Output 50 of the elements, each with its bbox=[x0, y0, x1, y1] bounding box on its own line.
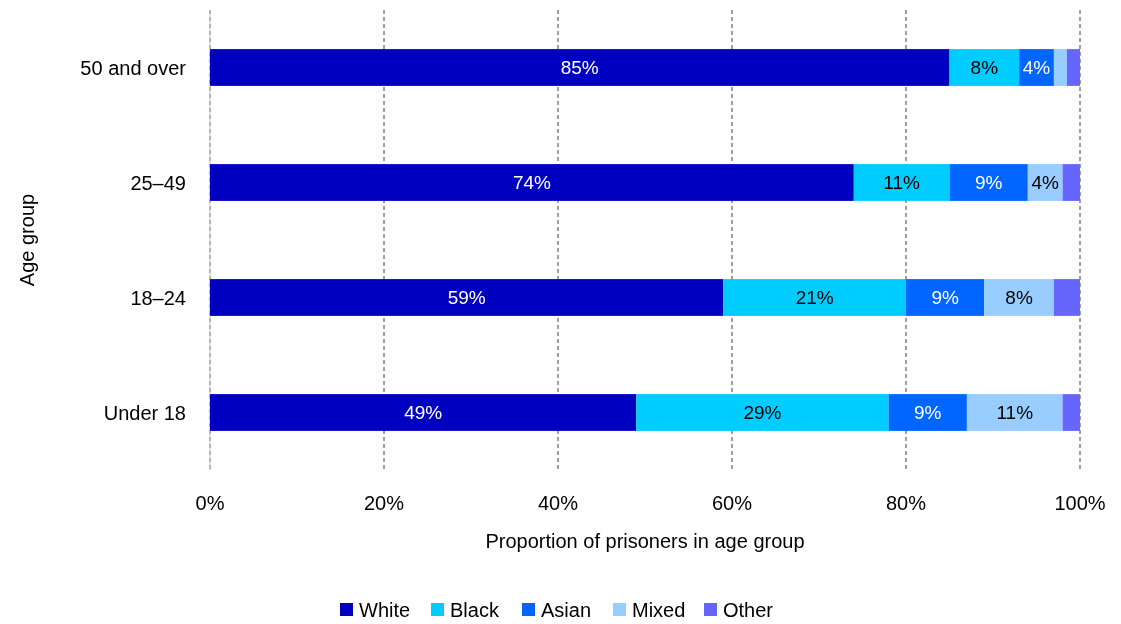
legend-label: Mixed bbox=[632, 599, 686, 621]
x-tick-label: 60% bbox=[711, 492, 753, 514]
data-label: 21% bbox=[795, 287, 834, 309]
bar bbox=[1053, 279, 1080, 316]
x-tick-label: 20% bbox=[363, 492, 405, 514]
bar bbox=[888, 394, 967, 431]
data-label: 9% bbox=[931, 287, 959, 309]
data-label: 29% bbox=[743, 402, 782, 424]
data-label: 9% bbox=[914, 402, 942, 424]
bar bbox=[1062, 164, 1080, 201]
data-label: 85% bbox=[560, 57, 599, 79]
y-tick-label: 50 and over bbox=[80, 56, 187, 79]
bar bbox=[966, 394, 1063, 431]
data-label: 59% bbox=[447, 287, 486, 309]
bar bbox=[949, 49, 1020, 86]
data-label: 74% bbox=[512, 172, 552, 194]
bar bbox=[853, 164, 950, 201]
data-label: 9% bbox=[974, 172, 1003, 194]
data-label: 49% bbox=[404, 402, 443, 424]
data-label: 8% bbox=[970, 57, 999, 79]
data-label: 8% bbox=[1005, 287, 1033, 309]
bar bbox=[1066, 49, 1080, 86]
y-tick-label: Under 18 bbox=[103, 401, 186, 424]
y-tick-label: 25–49 bbox=[130, 171, 186, 194]
bar bbox=[210, 164, 854, 201]
bar bbox=[906, 279, 985, 316]
bar bbox=[210, 279, 724, 316]
legend-label: Black bbox=[450, 599, 500, 621]
data-label: 4% bbox=[1031, 172, 1060, 194]
legend-label: Asian bbox=[541, 599, 592, 621]
bar bbox=[1062, 394, 1080, 431]
bar bbox=[949, 164, 1028, 201]
x-tick-label: 80% bbox=[885, 492, 927, 514]
bar bbox=[1053, 49, 1067, 86]
legend-label: White bbox=[359, 599, 411, 621]
bar bbox=[723, 279, 906, 316]
legend-label: Other bbox=[723, 599, 774, 621]
bar bbox=[984, 279, 1054, 316]
x-tick-label: 100% bbox=[1054, 492, 1106, 514]
bar bbox=[210, 394, 637, 431]
bar bbox=[636, 394, 889, 431]
data-label: 11% bbox=[883, 172, 921, 194]
x-axis-title: Proportion of prisoners in age group bbox=[485, 530, 805, 552]
y-axis-title: Age group bbox=[16, 193, 38, 287]
bar bbox=[210, 49, 950, 86]
data-label: 4% bbox=[1022, 57, 1051, 79]
x-tick-label: 40% bbox=[537, 492, 579, 514]
data-label: 11% bbox=[996, 402, 1034, 424]
y-tick-label: 18–24 bbox=[130, 286, 186, 309]
x-tick-label: 0% bbox=[195, 492, 225, 514]
